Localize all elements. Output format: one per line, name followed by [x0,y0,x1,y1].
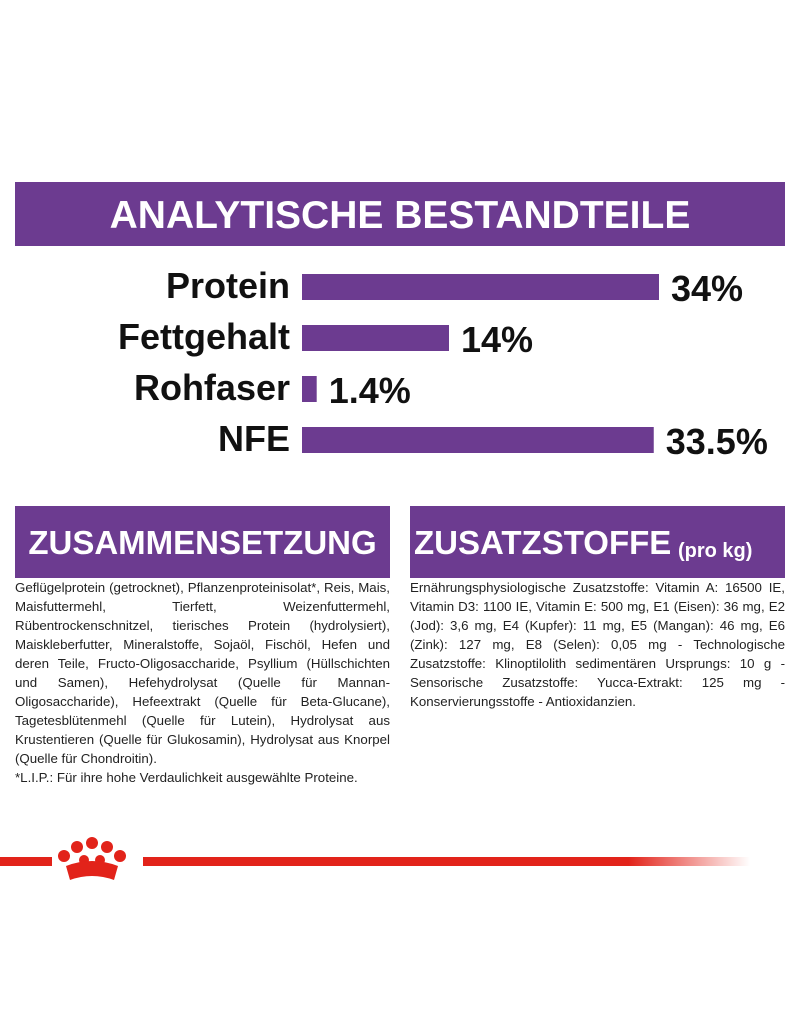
category-label: Fettgehalt [118,316,290,357]
value-label: 14% [461,319,533,360]
value-label: 1.4% [329,370,411,411]
category-label: NFE [218,418,290,459]
composition-footnote: *L.I.P.: Für ihre hohe Verdaulichkeit au… [15,770,358,785]
bar [302,427,654,453]
category-label: Protein [166,265,290,306]
category-label: Rohfaser [134,367,290,408]
additives-header: ZUSATZSTOFFE (pro kg) [410,506,785,578]
value-label: 34% [671,268,743,309]
additives-title: ZUSATZSTOFFE [414,524,672,561]
additives-unit: (pro kg) [678,540,753,562]
additives-text: Ernährungsphysiologische Zusatzstoffe: V… [410,580,785,709]
value-label: 33.5% [666,421,768,462]
bar [302,325,449,351]
brand-logo [0,837,750,880]
chart-title: ANALYTISCHE BESTANDTEILE [110,194,691,237]
composition-paragraph: Geflügelprotein (getrocknet), Pflanzenpr… [15,580,390,766]
bar [302,376,317,402]
composition-text: Geflügelprotein (getrocknet), Pflanzenpr… [15,578,390,787]
composition-header: ZUSAMMENSETZUNG [15,506,390,578]
title-banner [15,182,785,246]
composition-title: ZUSAMMENSETZUNG [28,524,377,561]
bar [302,274,659,300]
